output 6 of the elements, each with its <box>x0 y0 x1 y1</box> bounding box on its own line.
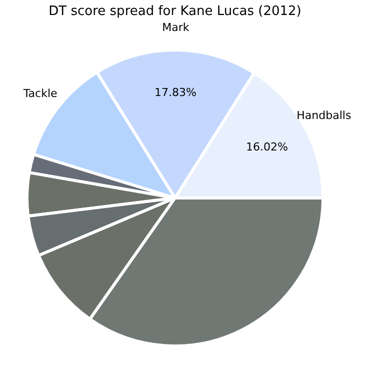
data-label: 17.83% <box>154 86 196 99</box>
slice-label: Handballs <box>296 109 352 122</box>
data-label: 16.02% <box>246 140 288 154</box>
slice-label: Mark <box>162 21 190 34</box>
slice-label: Tackle <box>22 87 58 100</box>
chart-title: DT score spread for Kane Lucas (2012) <box>48 4 302 19</box>
